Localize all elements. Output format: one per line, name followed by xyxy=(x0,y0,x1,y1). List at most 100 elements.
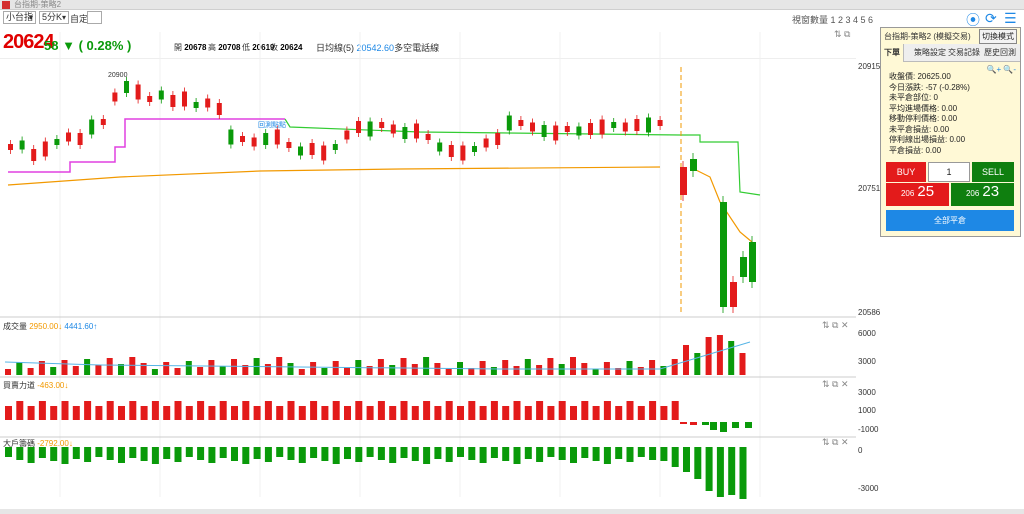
quantity-input[interactable]: 1 xyxy=(928,162,970,182)
big-holder-bar xyxy=(163,447,171,459)
info-line: 移動停利價格: 0.00 xyxy=(889,114,958,123)
power-bar xyxy=(287,401,295,420)
big-holder-bar xyxy=(694,447,702,479)
order-panel: 台指期-策略2 (模擬交易) 切換模式 下單 策略設定 交易記錄 歷史回測 🔍+… xyxy=(880,27,1021,237)
big-panel-icons[interactable]: ⇅ ⧉ ✕ xyxy=(822,437,849,447)
power-bar xyxy=(185,406,193,420)
ma-legend: 日均線(5) 20542.60多空電話線 xyxy=(316,41,439,54)
candle xyxy=(100,119,106,125)
big-holder-bar xyxy=(581,447,589,458)
volume-bar xyxy=(231,359,237,375)
power-bar xyxy=(84,401,92,420)
sell-button[interactable]: SELL xyxy=(972,162,1014,182)
big-holder-bar xyxy=(671,447,679,467)
big-holder-bar xyxy=(524,447,532,459)
power-bar xyxy=(50,406,58,420)
window-title: 台指期-策略2 xyxy=(14,0,62,9)
volume-bar xyxy=(118,364,124,375)
power-bar xyxy=(479,406,487,420)
volume-bar xyxy=(61,360,68,375)
big-holder-bar xyxy=(728,447,736,495)
main-panel-icons[interactable]: ⇅ ⧉ xyxy=(834,29,851,39)
power-bar xyxy=(732,422,739,428)
volume-value-2: 4441.60↑ xyxy=(64,322,98,331)
volume-bar xyxy=(298,369,305,375)
candle xyxy=(158,90,164,100)
price-tick: 20751 xyxy=(858,184,881,193)
big-holder-bar xyxy=(445,447,453,462)
volume-bar xyxy=(95,365,102,375)
volume-bar xyxy=(671,359,678,375)
candle xyxy=(263,133,269,145)
volume-panel-icons[interactable]: ⇅ ⧉ ✕ xyxy=(822,320,849,330)
tab-trade-records[interactable]: 交易記錄 xyxy=(948,48,980,57)
tab-strategy-settings[interactable]: 策略設定 xyxy=(914,48,946,57)
symbol-select[interactable]: 小台指 ▾ xyxy=(3,11,36,24)
volume-bar xyxy=(570,357,576,375)
power-bar xyxy=(570,406,577,420)
location-icon[interactable]: ⦿ xyxy=(966,12,980,28)
big-holder-bar xyxy=(50,447,58,461)
candle xyxy=(472,146,477,152)
big-holder-bar xyxy=(411,447,419,461)
candle xyxy=(367,121,373,137)
app-icon xyxy=(2,1,10,9)
power-value-1: -463.00↓ xyxy=(37,381,69,390)
power-bar xyxy=(720,422,727,432)
high-label: 高 xyxy=(208,43,216,52)
big-holder-bar xyxy=(536,447,544,462)
candle xyxy=(135,84,141,100)
view-count-selector[interactable]: 視窗數量 1 2 3 4 5 6 xyxy=(792,15,874,25)
custom-input[interactable] xyxy=(87,11,102,24)
interval-select[interactable]: 5分K ▾ xyxy=(39,11,69,24)
candle xyxy=(356,121,361,133)
big-holder-bar xyxy=(27,447,35,463)
bid-price-button[interactable]: 206 25 xyxy=(886,183,949,206)
power-bar xyxy=(660,406,668,420)
ask-price-button[interactable]: 206 23 xyxy=(951,183,1014,206)
tab-backtest[interactable]: 歷史回測 xyxy=(984,48,1016,57)
power-bar xyxy=(298,406,306,420)
candle xyxy=(749,242,756,282)
candle xyxy=(251,137,257,147)
candle xyxy=(298,146,303,156)
power-bar xyxy=(174,401,182,420)
power-bar xyxy=(355,401,363,420)
candle xyxy=(720,202,727,307)
tab-order[interactable]: 下單 xyxy=(881,44,904,62)
info-line: 平均進場價格: 0.00 xyxy=(889,103,958,113)
big-holder-bar xyxy=(287,447,295,460)
user-settings-icon[interactable]: ☰ xyxy=(1004,10,1017,26)
buy-button[interactable]: BUY xyxy=(886,162,926,182)
zoom-icons[interactable]: 🔍+ 🔍- xyxy=(986,65,1016,74)
big-holder-bar xyxy=(547,447,555,457)
switch-mode-button[interactable]: 切換模式 xyxy=(979,29,1017,44)
moving-average-line xyxy=(7,166,661,186)
big-holder-bar xyxy=(61,447,69,464)
trailing-stop-line xyxy=(8,118,285,173)
ma-value: 20542.60 xyxy=(356,43,395,53)
close-all-button[interactable]: 全部平倉 xyxy=(886,210,1014,231)
power-panel-icons[interactable]: ⇅ ⧉ ✕ xyxy=(822,379,849,389)
candle xyxy=(425,134,431,140)
refresh-icon[interactable]: ⟳ xyxy=(985,10,997,26)
big-holder-bar xyxy=(626,447,634,462)
volume-bar xyxy=(276,357,283,375)
low-value: 20619 xyxy=(252,43,275,52)
big-holder-bar xyxy=(298,447,306,463)
power-bar xyxy=(637,406,645,420)
power-bar xyxy=(649,401,657,420)
volume-tick: 6000 xyxy=(858,329,876,338)
info-line: 收盤價: 20625.00 xyxy=(889,72,951,81)
volume-bar xyxy=(163,362,170,375)
toolbar: 小台指 ▾ 5分K ▾ 自定: 視窗數量 1 2 3 4 5 6 ⦿ ⟳ ☰ xyxy=(0,10,1024,28)
price-plot xyxy=(7,67,761,313)
ohlc-high: 高 20708 xyxy=(208,42,240,53)
candle xyxy=(460,145,466,161)
power-bar xyxy=(603,401,611,420)
volume-tick: 3000 xyxy=(858,357,876,366)
big-holder-bar xyxy=(468,447,476,460)
big-holder-bar xyxy=(434,447,442,459)
volume-bar xyxy=(728,341,735,375)
big-holder-bar xyxy=(264,447,272,462)
